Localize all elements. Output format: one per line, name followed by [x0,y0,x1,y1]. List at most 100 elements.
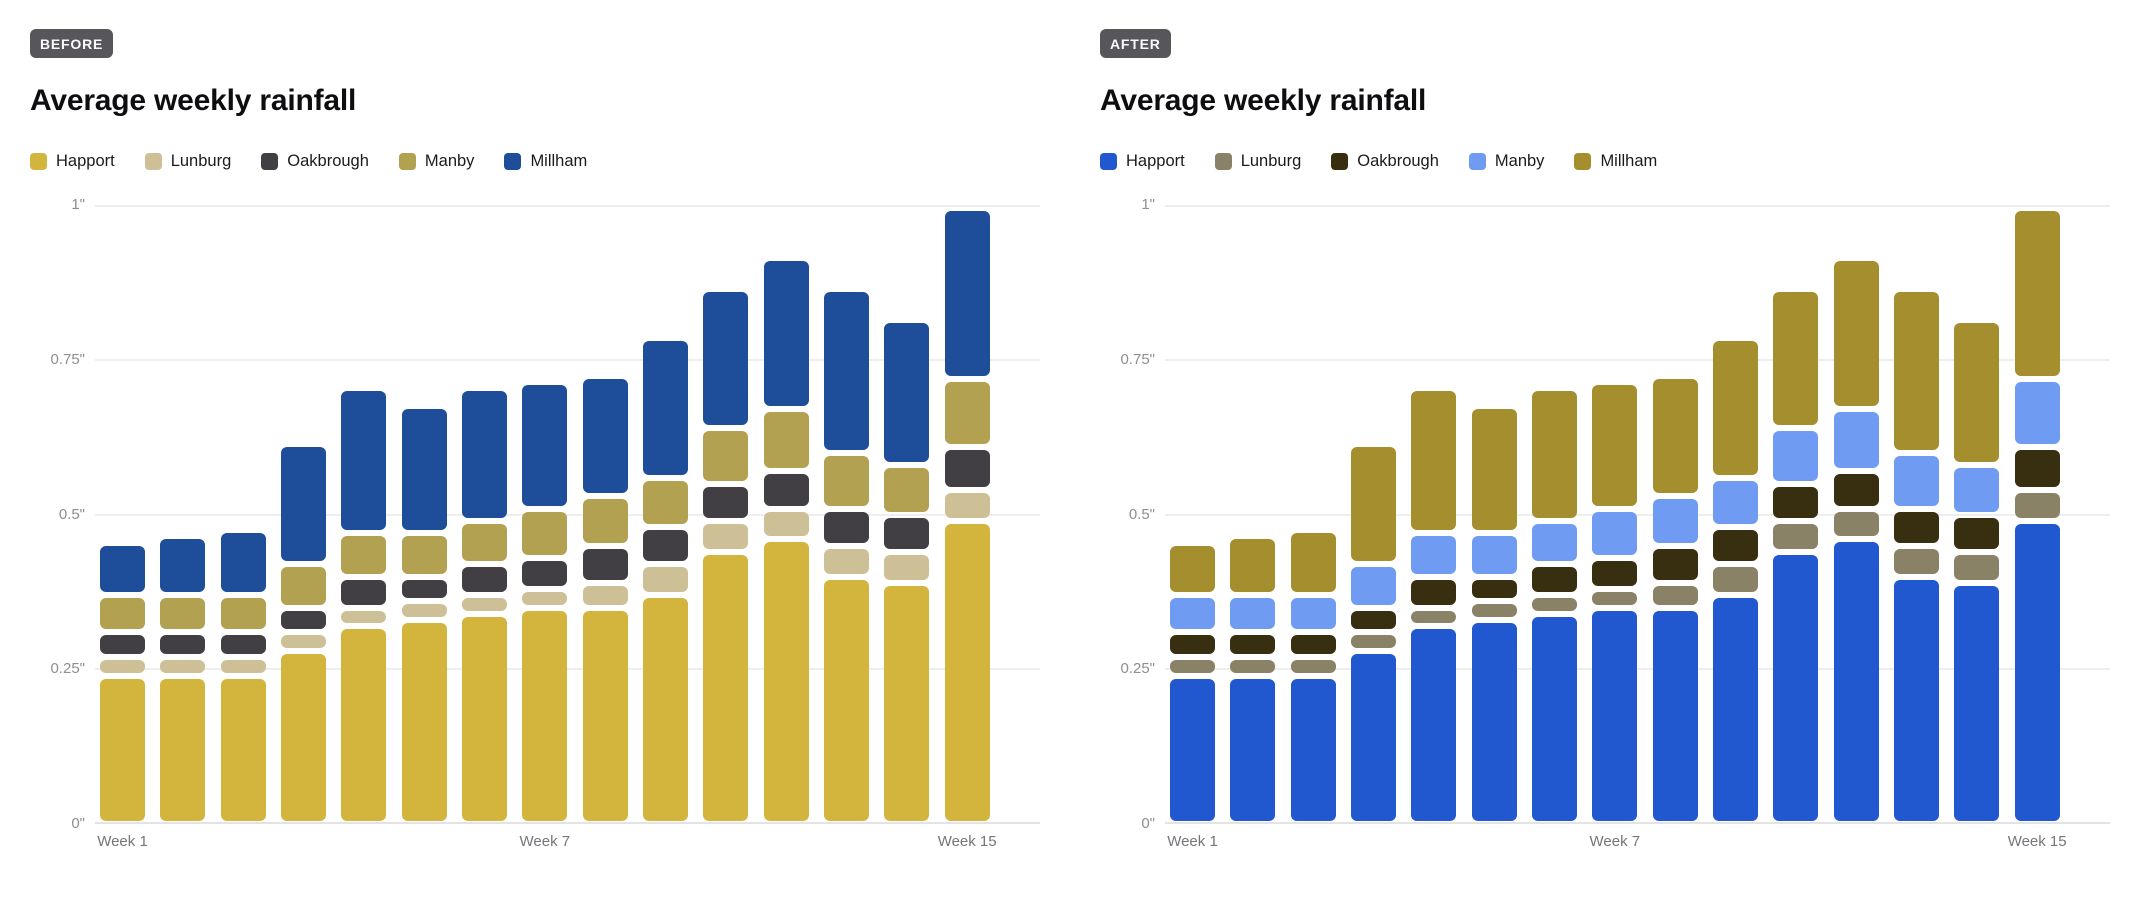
y-axis-label-0.25: 0.25" [1120,660,1155,678]
bar-week-4 [1350,205,1396,824]
segment-millham-week-3 [1290,533,1336,593]
segment-lunburg-week-12 [763,511,809,537]
gridline-1 [95,205,1040,208]
segment-lunburg-week-1 [1170,660,1215,673]
segment-happort-week-4 [1350,653,1396,822]
chart-after: 0" 0.25" 0.5" 0.75" 1" Week 1 Week 7 Week 15 [1120,196,2110,859]
bar-week-10 [642,205,688,824]
y-axis-label-0.75: 0.75" [1120,350,1155,368]
gridline-0.25 [95,668,1040,671]
segment-millham-week-1 [100,545,145,593]
segment-oakbrough-week-3 [220,635,266,655]
legend-swatch-oakbrough [1331,152,1349,170]
segment-lunburg-week-8 [522,591,568,605]
segment-manby-week-1 [1170,598,1215,630]
segment-happort-week-13 [1893,579,1939,822]
bar-week-8 [522,205,568,824]
segment-lunburg-week-14 [884,554,930,580]
segment-manby-week-4 [280,567,326,605]
segment-millham-week-11 [1773,291,1819,426]
segment-happort-week-14 [884,585,930,822]
x-axis-label-week-1: Week 1 [1167,833,1218,851]
segment-happort-week-5 [1411,629,1457,822]
legend-item-millham: Millham [1574,152,1657,171]
bar-week-13 [1893,205,1939,824]
segment-millham-week-8 [522,384,568,506]
bar-week-3 [1290,205,1336,824]
legend-item-manby: Manby [1468,152,1544,171]
bar-week-1 [100,205,145,824]
y-axis-label-1: 1" [1141,196,1155,214]
bar-week-3 [220,205,266,824]
x-axis-labels-after: Week 1 Week 7 Week 15 [1165,833,2110,859]
segment-lunburg-week-11 [703,523,749,549]
legend-item-lunburg: Lunburg [1214,151,1302,171]
legend-swatch-lunburg [144,152,162,170]
legend-swatch-manby [1468,152,1486,170]
segment-happort-week-1 [100,678,145,822]
segment-manby-week-7 [461,523,507,562]
segment-lunburg-week-15 [2014,492,2060,518]
segment-oakbrough-week-11 [703,486,749,518]
segment-oakbrough-week-11 [1773,486,1819,518]
before-badge: BEFORE [30,29,114,59]
segment-manby-week-15 [944,381,990,444]
gridline-0.75 [95,358,1040,361]
x-axis-label-week-7: Week 7 [519,833,571,851]
segment-millham-week-11 [703,291,749,426]
bar-week-5 [1411,205,1457,824]
segment-manby-week-5 [341,536,387,574]
legend-item-oakbrough: Oakbrough [1331,152,1439,171]
segment-oakbrough-week-13 [823,511,869,543]
segment-millham-week-9 [582,378,628,494]
segment-lunburg-week-15 [944,492,990,518]
legend-swatch-oakbrough [261,152,279,170]
segment-lunburg-week-12 [1833,511,1879,537]
bar-week-2 [160,205,206,824]
segment-manby-week-9 [1652,499,1698,543]
segment-lunburg-week-6 [1471,604,1517,617]
segment-oakbrough-week-14 [1954,517,2000,549]
legend-label-lunburg: Lunburg [170,151,232,170]
bar-week-2 [1230,205,1276,824]
x-axis-label-week-7: Week 7 [1589,833,1641,851]
segment-happort-week-4 [280,653,326,822]
segment-happort-week-6 [401,622,447,822]
legend-label-happort: Happort [1126,151,1185,170]
legend-label-happort: Happort [56,151,115,170]
segment-manby-week-9 [582,499,628,543]
chart-panel-after: AFTER Average weekly rainfall Happort Lun… [1100,29,2110,859]
segment-manby-week-11 [1773,431,1819,481]
y-axis-label-1: 1" [71,196,85,214]
segment-lunburg-week-7 [461,598,507,611]
segment-happort-week-2 [1230,678,1276,822]
x-axis-label-week-15: Week 15 [2007,833,2067,851]
segment-happort-week-13 [823,579,869,822]
segment-oakbrough-week-1 [100,635,145,655]
segment-manby-week-14 [884,468,930,512]
segment-millham-week-13 [823,291,869,450]
chart-title-after: Average weekly rainfall [1100,84,1427,118]
gridline-0.5 [95,513,1040,516]
segment-manby-week-2 [1230,598,1276,630]
legend-item-oakbrough: Oakbrough [261,152,369,171]
segment-happort-week-3 [1290,678,1336,822]
bar-week-9 [1652,205,1698,824]
bar-week-11 [703,205,749,824]
segment-happort-week-11 [1773,554,1819,822]
segment-manby-week-5 [1411,536,1457,574]
legend-swatch-lunburg [1214,152,1232,170]
segment-lunburg-week-13 [823,548,869,574]
segment-oakbrough-week-10 [642,530,688,562]
segment-millham-week-4 [280,446,326,562]
segment-millham-week-6 [401,409,447,531]
legend-label-millham: Millham [1600,151,1658,170]
segment-oakbrough-week-1 [1170,635,1215,655]
segment-lunburg-week-14 [1954,554,2000,580]
segment-lunburg-week-2 [1230,660,1276,673]
segment-lunburg-week-9 [582,585,628,605]
segment-manby-week-14 [1954,468,2000,512]
legend-label-lunburg: Lunburg [1240,151,1302,170]
segment-manby-week-13 [1893,455,1939,506]
segment-happort-week-9 [1652,610,1698,822]
